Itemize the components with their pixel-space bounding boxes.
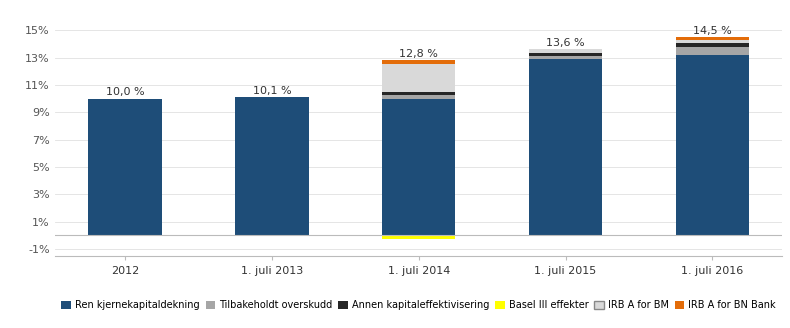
Bar xyxy=(675,43,749,48)
Text: 14,5 %: 14,5 % xyxy=(693,26,732,35)
Text: 12,8 %: 12,8 % xyxy=(399,49,438,59)
Bar xyxy=(235,97,309,236)
Bar xyxy=(529,59,602,236)
Bar xyxy=(382,92,455,95)
Bar xyxy=(675,48,749,55)
Bar xyxy=(382,64,455,92)
Legend: Ren kjernekapitaldekning, Tilbakeholdt overskudd, Annen kapitaleffektivisering, : Ren kjernekapitaldekning, Tilbakeholdt o… xyxy=(62,300,776,310)
Bar xyxy=(382,236,455,239)
Bar xyxy=(675,55,749,236)
Text: 10,0 %: 10,0 % xyxy=(106,87,145,97)
Bar xyxy=(675,37,749,40)
Bar xyxy=(88,99,162,236)
Bar xyxy=(382,60,455,64)
Bar xyxy=(529,56,602,59)
Bar xyxy=(529,53,602,56)
Bar xyxy=(382,99,455,236)
Bar xyxy=(382,95,455,99)
Bar xyxy=(529,50,602,53)
Bar xyxy=(675,40,749,43)
Text: 10,1 %: 10,1 % xyxy=(253,86,292,96)
Text: 13,6 %: 13,6 % xyxy=(546,38,585,48)
